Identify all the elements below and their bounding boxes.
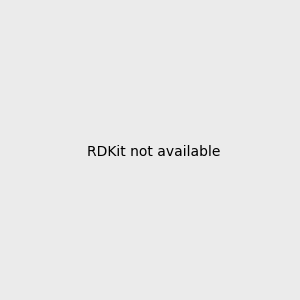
Text: RDKit not available: RDKit not available — [87, 145, 220, 158]
